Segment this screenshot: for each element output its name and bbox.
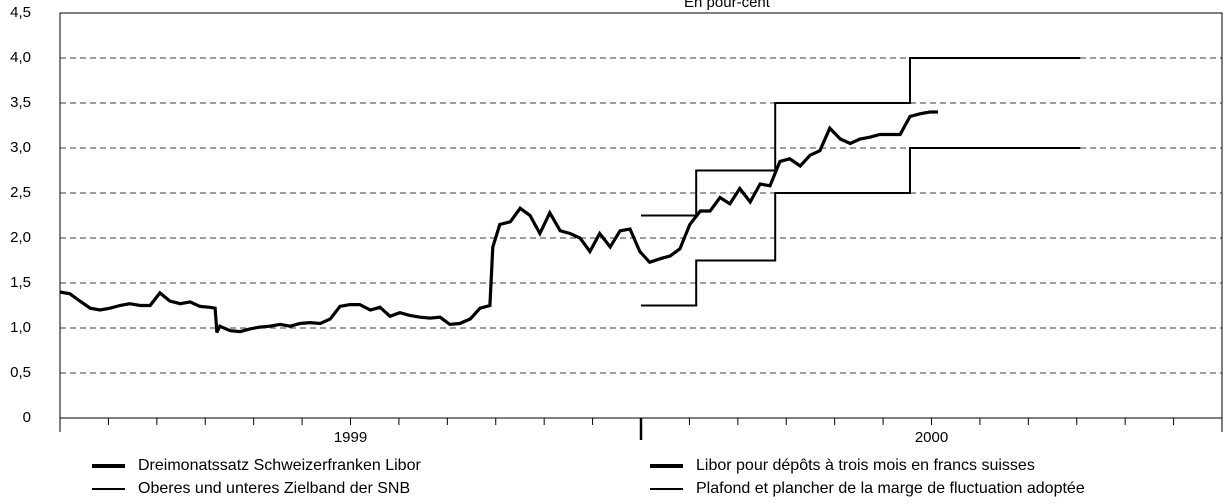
series-line [641,57,1081,217]
y-tick-label: 0,5 [10,364,31,381]
legend-label: Plafond et plancher de la marge de fluct… [696,480,1085,497]
y-tick-label: 3,5 [10,94,31,111]
series-line [641,147,1081,307]
y-tick-label: 2,0 [10,229,31,246]
y-tick-label: 2,5 [10,184,31,201]
x-tick-label: 1999 [334,429,367,446]
y-tick-label: 1,0 [10,319,31,336]
legend-label: Libor pour dépôts à trois mois en francs… [696,457,1035,474]
y-tick-label: 4,0 [10,49,31,66]
x-tick-label: 2000 [915,429,948,446]
series-line [59,110,938,334]
legend-label: Dreimonatssatz Schweizerfranken Libor [138,457,421,474]
legend-label: Oberes und unteres Zielband der SNB [138,480,410,497]
y-tick-label: 3,0 [10,139,31,156]
chart-title: En pour-cent [684,0,771,11]
y-tick-label: 4,5 [10,4,31,21]
y-tick-label: 1,5 [10,274,31,291]
y-tick-label: 0 [23,409,31,426]
